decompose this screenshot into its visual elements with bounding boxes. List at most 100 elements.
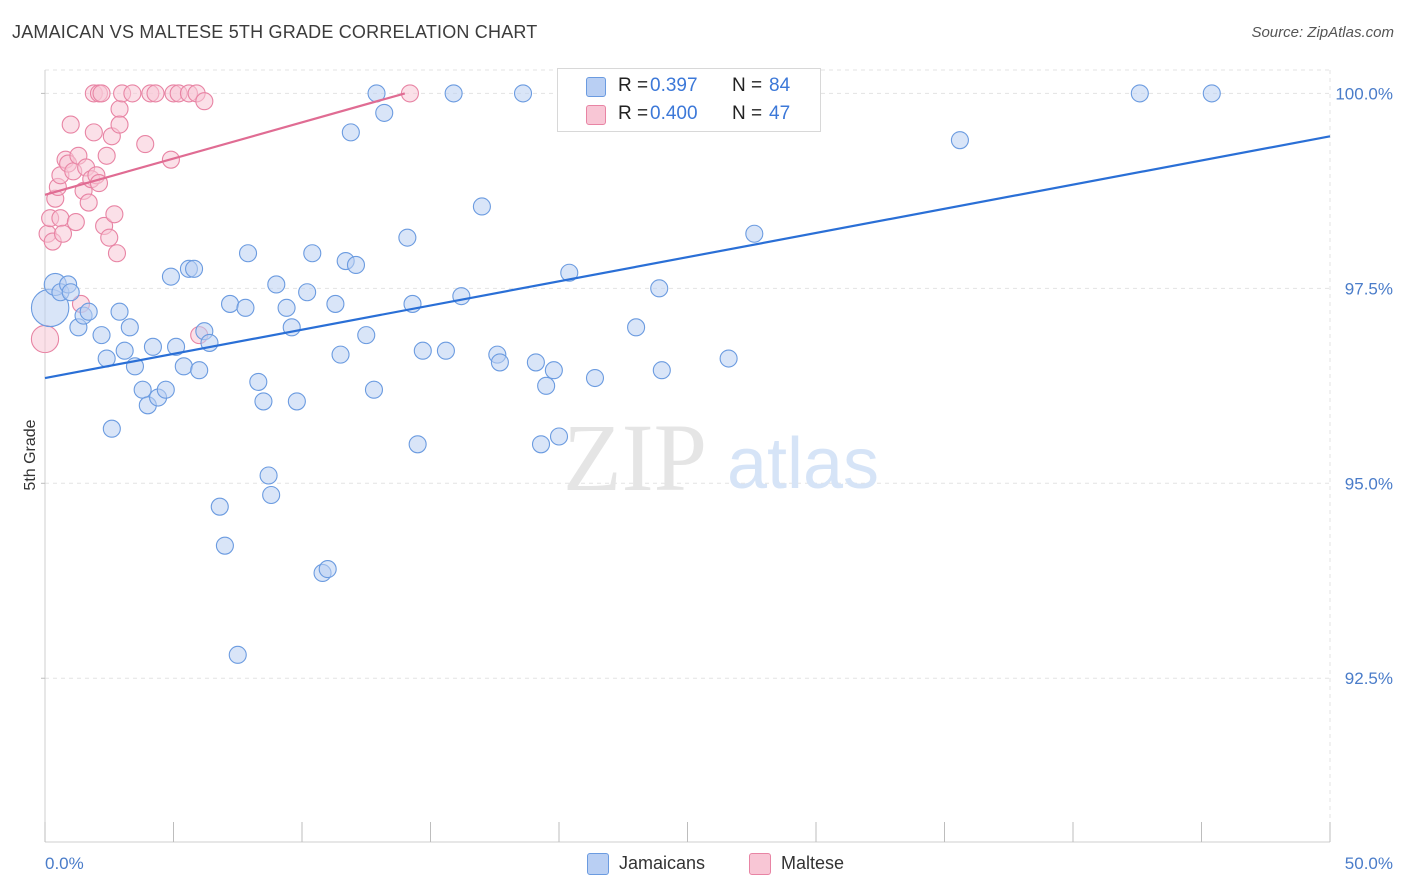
jamaican-point: [102, 419, 121, 438]
maltese-point: [146, 84, 165, 103]
correlation-legend: R = 0.397 N = 84 R = 0.400 N = 47: [557, 68, 821, 132]
maltese-point: [107, 244, 127, 263]
tick-labels: 92.5% 95.0% 97.5% 100.0% 0.0% 50.0%: [45, 84, 1393, 873]
y-tick-label: 92.5%: [1345, 669, 1393, 688]
jamaican-point: [287, 392, 306, 411]
jamaican-point: [408, 435, 427, 454]
maltese-legend-swatch: [749, 853, 771, 875]
maltese-point: [100, 228, 119, 247]
source-label: Source: ZipAtlas.com: [1251, 24, 1394, 41]
maltese-point: [53, 224, 73, 243]
maltese-point: [30, 324, 60, 354]
jamaican-point: [143, 337, 162, 356]
jamaican-point: [490, 353, 509, 372]
jamaican-point: [238, 244, 258, 263]
r-value: 0.397: [650, 75, 698, 96]
jamaican-point: [719, 349, 738, 368]
jamaican-point: [1202, 84, 1221, 103]
y-tick-label: 97.5%: [1345, 279, 1393, 298]
jamaican-point: [267, 275, 286, 294]
jamaican-point: [174, 357, 193, 376]
maltese-swatch: [586, 105, 606, 125]
jamaican-point: [537, 376, 556, 395]
maltese-point: [97, 146, 116, 165]
jamaican-point: [259, 466, 278, 485]
jamaican-point: [110, 302, 129, 321]
jamaican-point: [236, 298, 255, 317]
maltese-point: [110, 115, 129, 134]
y-tick-label: 95.0%: [1345, 474, 1393, 493]
jamaican-point: [61, 283, 80, 302]
jamaican-point: [549, 427, 569, 446]
jamaican-point: [357, 326, 376, 345]
r-label: R =: [618, 103, 649, 124]
jamaican-point: [215, 536, 234, 555]
maltese-point: [66, 213, 85, 232]
trend-layer: [44, 92, 1331, 380]
jamaican-point: [326, 294, 345, 313]
axes-layer: [41, 70, 1331, 843]
maltese-point: [195, 92, 214, 111]
jamaican-point: [745, 224, 764, 243]
jamaican-point: [413, 341, 432, 360]
jamaican-point: [167, 337, 186, 356]
watermark-zip: ZIP: [563, 404, 707, 511]
maltese-point: [79, 193, 98, 212]
maltese-legend-label: Maltese: [781, 853, 845, 873]
jamaican-point: [585, 368, 605, 388]
jamaican-points: [30, 84, 1221, 664]
jamaican-point: [220, 294, 240, 313]
jamaican-point: [133, 380, 152, 399]
jamaican-point: [185, 259, 204, 278]
jamaican-point: [560, 263, 579, 282]
x-tick-label-min: 0.0%: [45, 854, 84, 873]
jamaicans-swatch: [586, 77, 606, 97]
x-tick-label-max: 50.0%: [1345, 854, 1393, 873]
maltese-point: [105, 205, 124, 224]
watermark-atlas: atlas: [727, 424, 879, 504]
jamaican-point: [950, 131, 969, 150]
jamaican-point: [210, 497, 229, 516]
jamaican-point: [331, 345, 350, 364]
jamaican-point: [318, 560, 337, 579]
jamaican-point: [1130, 84, 1149, 103]
maltese-point: [51, 209, 70, 228]
n-value: 84: [769, 75, 791, 96]
jamaican-point: [375, 103, 394, 122]
jamaican-point: [650, 279, 669, 298]
jamaican-point: [341, 123, 360, 142]
jamaican-point: [254, 392, 273, 411]
r-label: R =: [618, 75, 649, 96]
jamaicans-legend-swatch: [587, 853, 609, 875]
n-label: N =: [732, 103, 763, 124]
watermark: ZIP atlas: [563, 404, 879, 511]
jamaican-point: [298, 283, 317, 302]
jamaican-point: [627, 318, 646, 337]
jamaican-point: [277, 298, 296, 317]
jamaican-point: [161, 267, 180, 286]
r-value: 0.400: [650, 103, 698, 124]
maltese-point: [92, 84, 111, 103]
jamaican-point: [513, 84, 533, 103]
jamaican-point: [120, 318, 139, 337]
jamaican-point: [531, 435, 551, 454]
jamaican-point: [262, 485, 281, 505]
jamaican-point: [652, 361, 671, 380]
jamaican-point: [444, 84, 463, 103]
jamaican-point: [526, 353, 545, 372]
maltese-point: [84, 123, 103, 142]
jamaican-point: [346, 255, 366, 274]
maltese-point: [136, 135, 155, 154]
jamaican-point: [398, 228, 417, 247]
maltese-point: [110, 99, 129, 119]
n-value: 47: [769, 103, 791, 124]
jamaican-point: [115, 341, 134, 360]
jamaican-point: [436, 341, 455, 360]
jamaican-point: [190, 361, 209, 380]
jamaican-point: [92, 326, 111, 345]
jamaican-point: [156, 380, 175, 399]
maltese-trend-line: [44, 92, 406, 196]
jamaican-point: [544, 361, 563, 380]
y-tick-label: 100.0%: [1335, 84, 1393, 103]
